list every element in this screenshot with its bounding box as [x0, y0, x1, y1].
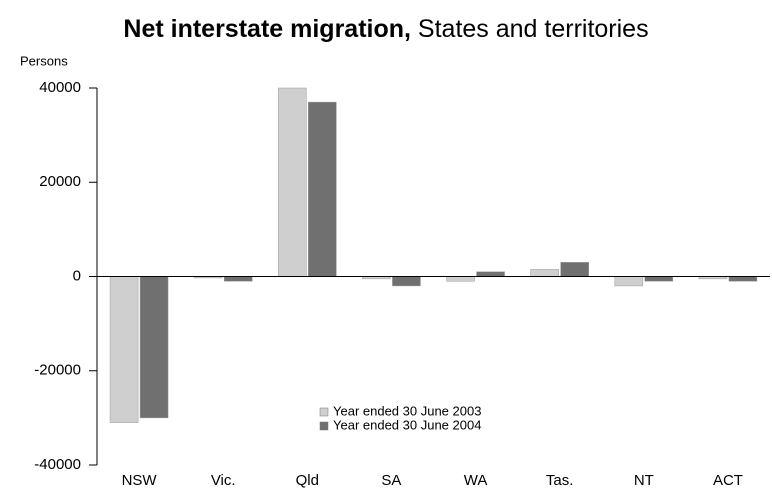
bar [530, 269, 559, 277]
chart-title: Net interstate migration, [123, 15, 411, 43]
bar [560, 262, 589, 277]
bar [278, 87, 307, 277]
bar [109, 276, 139, 423]
y-tick-label: -40000 [34, 456, 81, 473]
y-tick-label: 40000 [39, 79, 81, 96]
y-tick-label: -20000 [34, 362, 81, 379]
bar [392, 276, 421, 287]
bar [728, 276, 758, 282]
chart-subtitle: States and territories [418, 15, 649, 43]
x-tick-label: Qld [296, 472, 319, 489]
chart-title-line: Net interstate migration, States and ter… [123, 15, 648, 43]
bar [139, 276, 169, 419]
bar [308, 101, 337, 277]
x-tick-label: ACT [713, 472, 743, 489]
x-tick-label: NT [634, 472, 654, 489]
x-tick-label: Tas. [546, 472, 574, 489]
bar [223, 276, 253, 282]
y-axis-label: Persons [20, 53, 68, 68]
bar [644, 276, 674, 282]
x-tick-label: NSW [122, 472, 158, 489]
legend-label: Year ended 30 June 2004 [333, 417, 481, 432]
bar [614, 276, 644, 287]
y-tick-label: 0 [73, 267, 81, 284]
bar [476, 271, 505, 277]
legend-swatch [319, 421, 329, 431]
x-tick-label: Vic. [211, 472, 236, 489]
legend-label: Year ended 30 June 2003 [333, 403, 481, 418]
x-tick-label: SA [381, 472, 401, 489]
x-tick-label: WA [464, 472, 488, 489]
legend-swatch [319, 407, 329, 417]
bar [446, 276, 475, 282]
y-tick-label: 20000 [39, 173, 81, 190]
